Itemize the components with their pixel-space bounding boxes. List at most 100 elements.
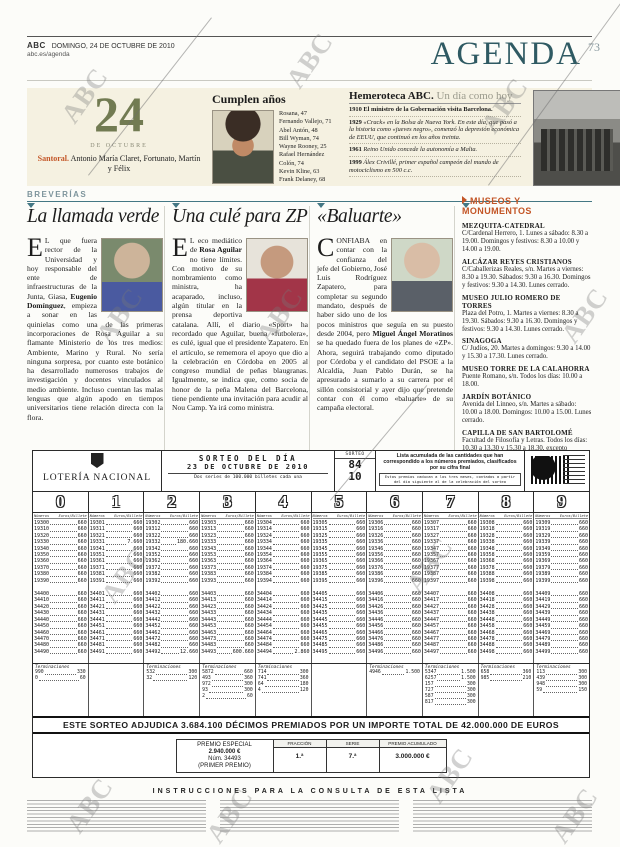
lottery-number: 34457 — [423, 623, 439, 630]
terminacion-amount: 300 — [188, 670, 198, 675]
prize-amount: 660 — [77, 648, 87, 655]
lottery-number-row: 19382 660 — [145, 571, 198, 577]
prize-amount: 660 — [133, 558, 143, 565]
prize-amount: 180.660 — [177, 539, 199, 546]
museum-info: C/Caballerizas Reales, s/n. Martes a vie… — [462, 265, 591, 289]
prize-amount: 660 — [467, 532, 477, 539]
museums-sidebar: MUSEOS Y MONUMENTOS MEZQUITA-CATEDRAL C/C… — [462, 196, 592, 464]
premio-fraccion-col: FRACCIÓN 1.ª — [273, 740, 327, 772]
dot-leader — [328, 633, 356, 635]
dot-leader — [50, 601, 77, 603]
block-gap — [145, 584, 198, 591]
article-headline: «Baluarte» — [317, 206, 402, 227]
lottery-number: 34451 — [89, 623, 105, 630]
lottery-number: 19363 — [201, 558, 217, 565]
lottery-number: 34478 — [479, 635, 495, 642]
lottery-number: 34449 — [535, 616, 551, 623]
lottery-number: 19329 — [535, 532, 551, 539]
lottery-number-row: 19327 660 — [424, 533, 477, 539]
lottery-number: 34424 — [256, 603, 272, 610]
lottery-number-row: 19395 660 — [313, 578, 366, 584]
prize-amount: 660 — [579, 558, 589, 565]
museum-info: Plaza del Potro, 1. Martes a viernes: 8.… — [462, 309, 579, 333]
lottery-number: 34417 — [423, 597, 439, 604]
prize-amount: 660 — [467, 564, 477, 571]
dot-leader — [161, 562, 189, 564]
birthdays-title: Cumplen años — [212, 92, 286, 106]
photo-historical — [533, 90, 620, 186]
lottery-number-row: 19300 660 — [34, 520, 87, 526]
block-gap — [201, 584, 254, 591]
lottery-number-row: 34443 660 — [201, 617, 254, 623]
dot-leader — [217, 627, 244, 629]
terminacion-row: 985 210 — [481, 676, 531, 682]
lottery-number-row: 34400 660 — [34, 591, 87, 597]
lottery-number: 34459 — [535, 623, 551, 630]
numbers-header: Números — [535, 514, 551, 518]
prize-amount: 660 — [133, 635, 143, 642]
lottery-number: 34423 — [201, 603, 217, 610]
dot-leader — [551, 601, 578, 603]
lottery-number-row: 19350 660 — [34, 552, 87, 558]
prize-amount: 660 — [300, 552, 310, 559]
lottery-number-row: 19384 660 — [257, 571, 310, 577]
dot-leader — [217, 582, 244, 584]
lottery-number-row: 19321 660 — [90, 533, 143, 539]
terminacion-number: 4946 — [369, 670, 381, 675]
dot-leader — [105, 633, 133, 635]
terminacion-row: 4946 1.500 — [369, 670, 420, 676]
lottery-number-row: 34426 660 — [368, 604, 421, 610]
museum-entry: SINAGOGA C/ Judíos, 20. Martes a domingos… — [462, 337, 592, 361]
lottery-number-row: 34423 660 — [201, 604, 254, 610]
lottery-number: 19350 — [34, 552, 50, 559]
dot-leader — [328, 569, 356, 571]
lottery-number-row: 19312 660 — [145, 526, 198, 532]
lottery-number: 19306 — [368, 520, 384, 526]
lottery-number: 34467 — [423, 629, 439, 636]
lottery-number-row: 34456 660 — [368, 623, 421, 629]
lottery-number: 34489 — [535, 642, 551, 649]
dot-leader — [50, 537, 77, 539]
dot-leader — [551, 627, 578, 629]
lottery-number: 19388 — [479, 571, 495, 578]
dot-leader — [439, 543, 467, 545]
dot-leader — [217, 562, 244, 564]
lottery-number: 19337 — [423, 539, 439, 546]
masthead-brand-line: ABC DOMINGO, 24 DE OCTUBRE DE 2010 — [27, 41, 175, 50]
terminacion-amount: 300 — [466, 694, 476, 699]
lottery-number: 19320 — [34, 532, 50, 539]
prize-amount: 660 — [133, 571, 143, 578]
dot-leader — [495, 601, 523, 603]
premio-sublabel: (PRIMER PREMIO) — [198, 763, 251, 769]
lottery-number-row: 19396 660 — [368, 578, 421, 584]
lottery-number-row: 19373 660 — [201, 565, 254, 571]
prize-amount: 660 — [356, 591, 366, 598]
lottery-number: 34432 — [145, 610, 161, 617]
lottery-number-row: 34413 660 — [201, 597, 254, 603]
terminaciones-cell: Terminaciones 5347 1.500 6257 1.500 157 300 727… — [423, 664, 479, 716]
lottery-column-subheader: Números Euros/Billete — [312, 514, 366, 519]
prize-amount: 660 — [523, 526, 533, 533]
hemeroteca-entry: 1929 «Crack» en la Bolsa de Nueva York. … — [349, 117, 521, 145]
dot-leader — [328, 653, 356, 655]
lottery-number: 19346 — [368, 545, 384, 552]
prize-amount: 660 — [356, 571, 366, 578]
lottery-number: 19364 — [256, 558, 272, 565]
museum-name: ALCÁZAR REYES CRISTIANOS — [462, 257, 572, 266]
prize-amount: 660 — [467, 616, 477, 623]
lottery-number-row: 34436 660 — [368, 610, 421, 616]
terminacion-number: 493 — [202, 676, 211, 681]
lottery-number: 34491 — [89, 648, 105, 655]
lottery-number-row: 34435 660 — [313, 610, 366, 616]
prize-amount: 660 — [579, 635, 589, 642]
lottery-number: 34495 — [312, 648, 328, 655]
lottery-number-row: 19336 660 — [368, 539, 421, 545]
lottery-number-row: 34476 660 — [368, 636, 421, 642]
prize-amount: 660 — [579, 520, 589, 526]
lottery-number-row: 34430 660 — [34, 610, 87, 616]
lottery-number: 34490 — [34, 648, 50, 655]
prize-amount: 660 — [244, 539, 254, 546]
lottery-number-row: 19335 660 — [313, 539, 366, 545]
birthday-person: Rafael Hernández — [279, 151, 325, 159]
lottery-column-subheader: Números Euros/Billete — [34, 514, 87, 519]
